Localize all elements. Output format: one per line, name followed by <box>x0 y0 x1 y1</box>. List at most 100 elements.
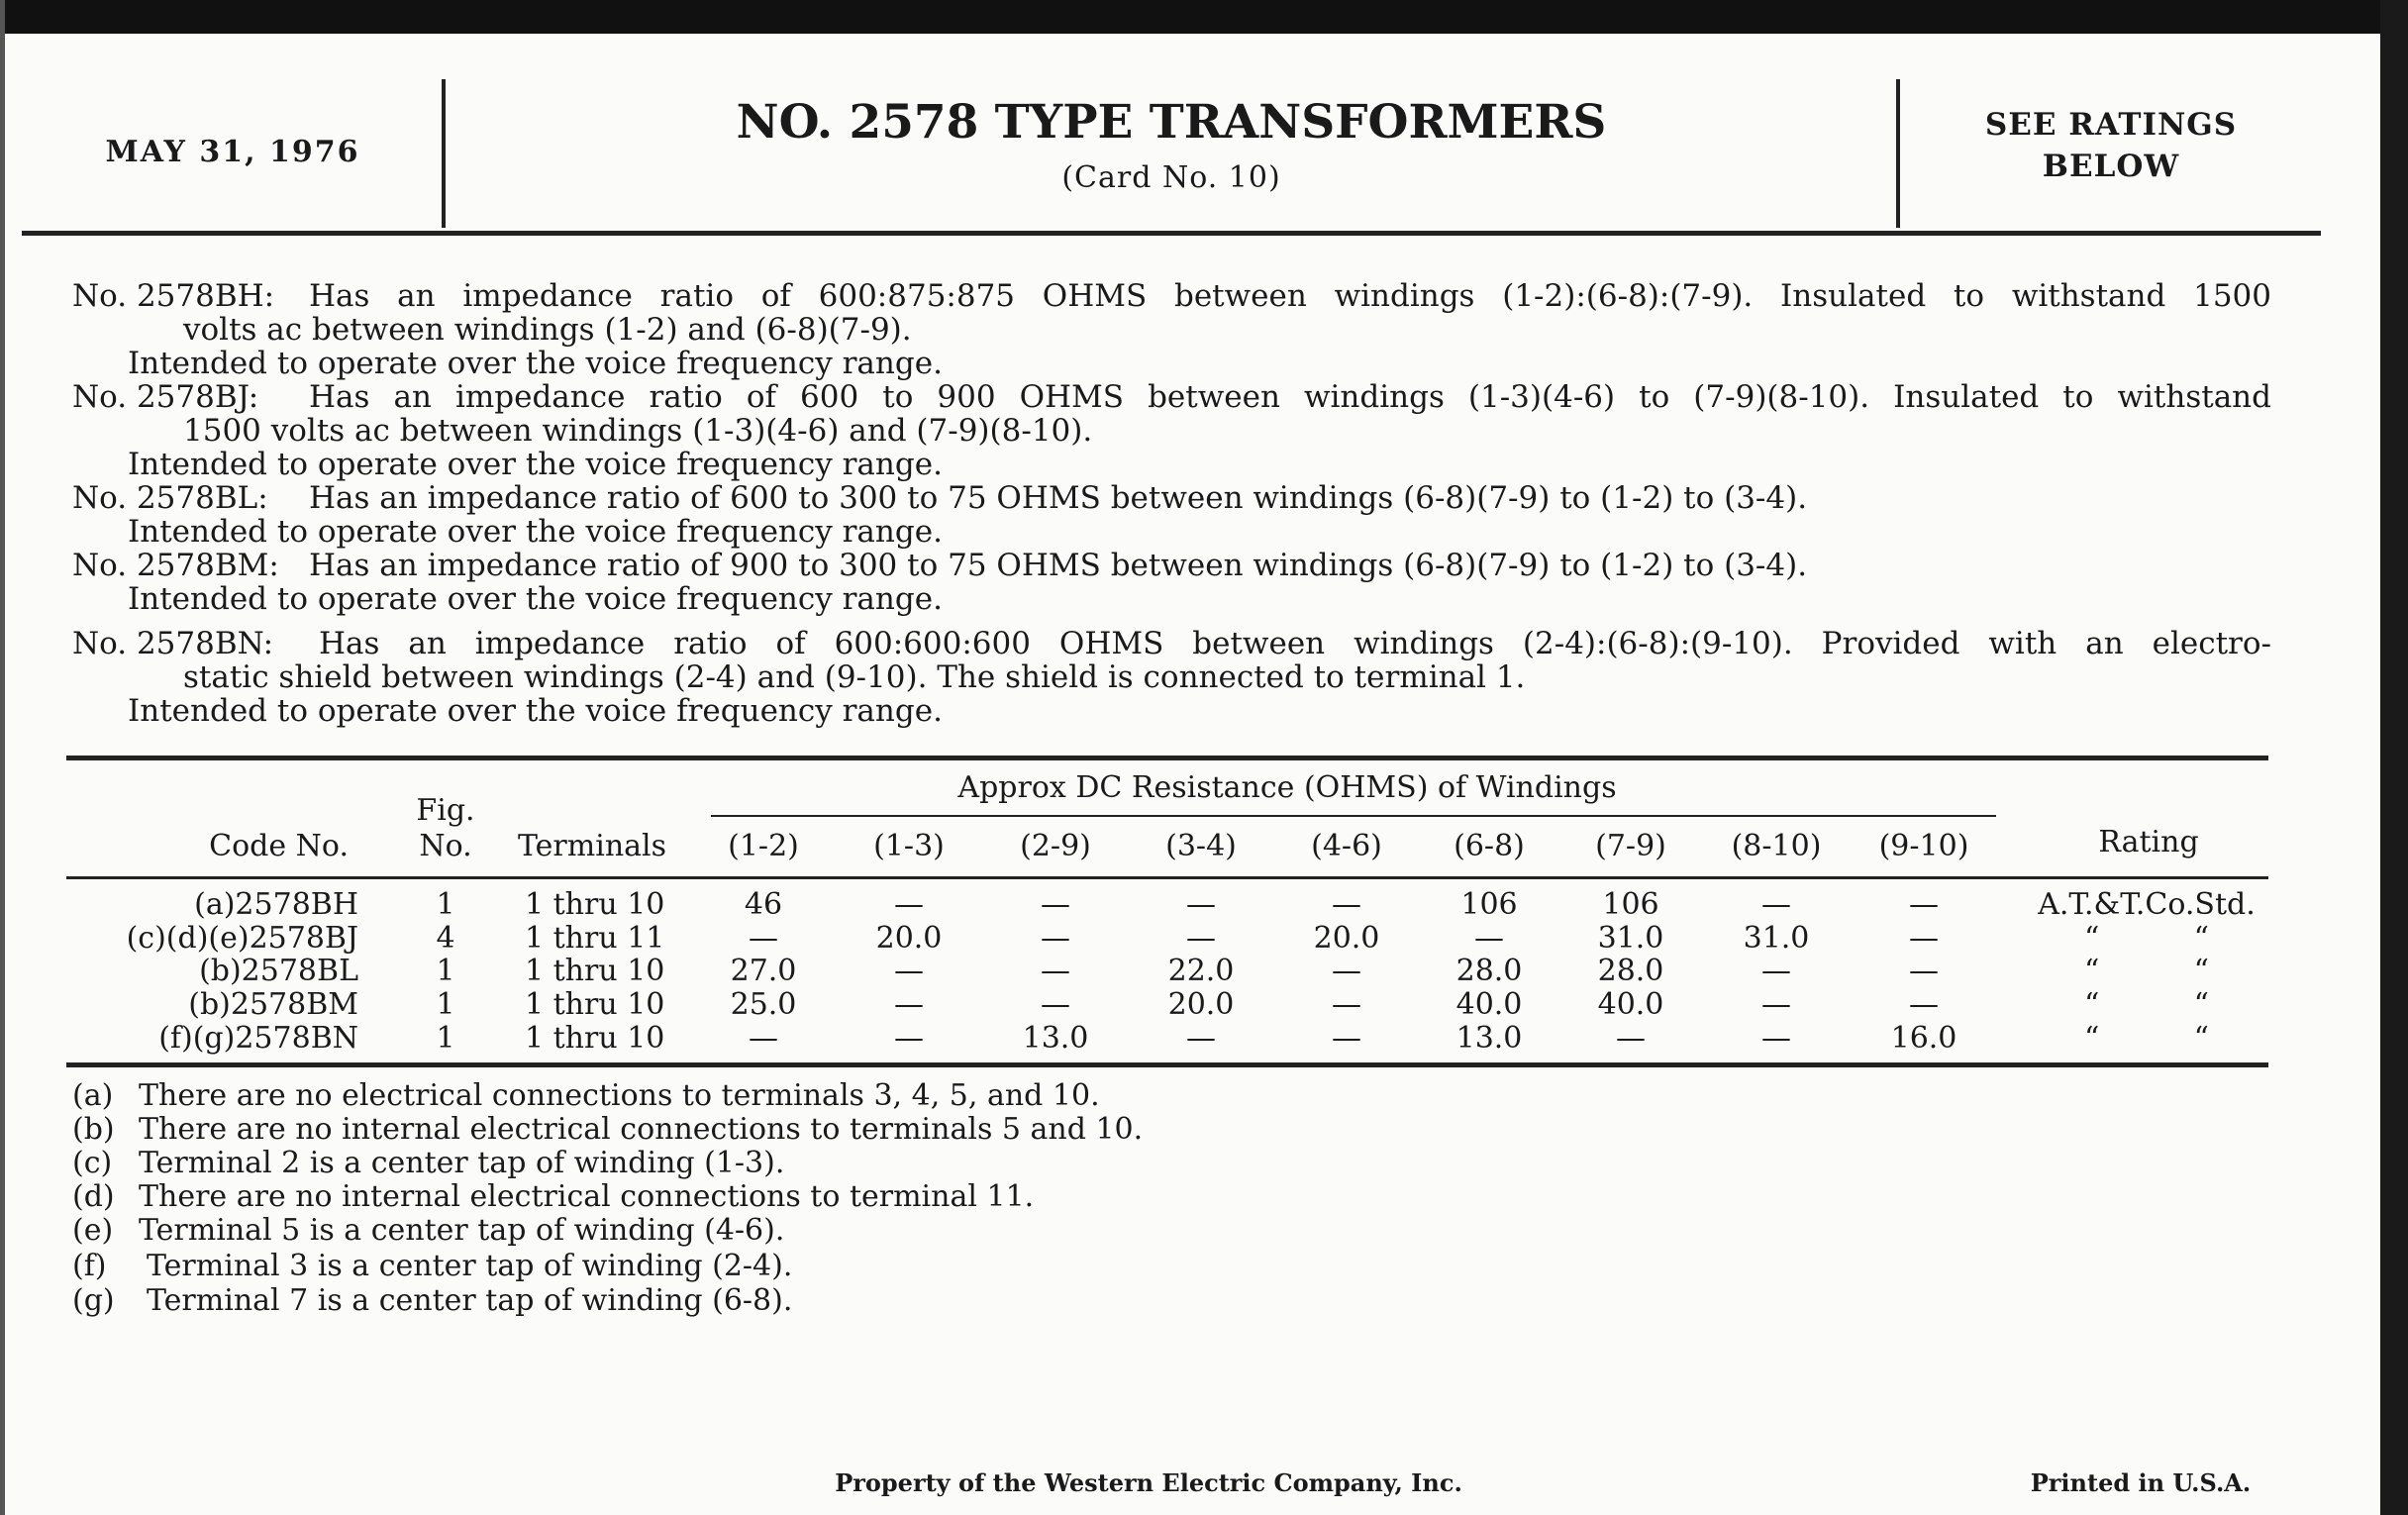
ratings-note-line2: BELOW <box>2042 149 2180 184</box>
footer-printed: Printed in U.S.A. <box>2030 1468 2252 1497</box>
description-line: volts ac between windings (1-2) and (6-8… <box>183 312 912 348</box>
footnote-label: (d) <box>72 1179 115 1214</box>
header-winding: (7-9) <box>1595 829 1666 863</box>
card-subtitle: (Card No. 10) <box>1061 160 1281 195</box>
row-resistance: — <box>749 1021 778 1056</box>
row-resistance: 20.0 <box>1167 987 1235 1022</box>
footnote-text: Terminal 7 is a center tap of winding (6… <box>147 1283 793 1318</box>
header-winding: (3-4) <box>1165 829 1237 863</box>
header-rating: Rating <box>2098 825 2199 859</box>
footnote-text: Terminal 2 is a center tap of winding (1… <box>139 1146 785 1180</box>
card-date: MAY 31, 1976 <box>105 135 360 169</box>
description-line: Has an impedance ratio of 900 to 300 to … <box>309 548 1808 583</box>
description-line: 1500 volts ac between windings (1-3)(4-6… <box>183 413 1093 449</box>
table-header-rule <box>66 876 2268 879</box>
description-usage-line: Intended to operate over the voice frequ… <box>128 447 943 482</box>
header-winding: (8-10) <box>1731 829 1822 863</box>
row-resistance: — <box>1761 954 1791 988</box>
row-terminals: 1 thru 11 <box>525 921 665 956</box>
row-resistance: 31.0 <box>1743 921 1810 956</box>
description-usage-line: Intended to operate over the voice frequ… <box>128 581 943 617</box>
group-header: Approx DC Resistance (OHMS) of Windings <box>957 770 1617 805</box>
row-resistance: — <box>1332 1021 1361 1056</box>
row-resistance: — <box>1616 1021 1646 1056</box>
row-resistance: 31.0 <box>1597 921 1664 956</box>
description-usage-line: Intended to operate over the voice frequ… <box>128 346 943 381</box>
row-resistance: — <box>1909 921 1939 956</box>
table-top-rule <box>66 756 2268 760</box>
header-winding: (2-9) <box>1020 829 1091 863</box>
footnote-label: (c) <box>72 1146 113 1180</box>
row-resistance: — <box>1041 954 1070 988</box>
row-rating: A.T.&T.Co.Std. <box>2038 887 2256 922</box>
scan-edge-left <box>0 0 5 1515</box>
header-terminals: Terminals <box>518 829 667 863</box>
footnote-label: (g) <box>72 1283 115 1318</box>
header-divider-right <box>1896 79 1900 228</box>
description-code: No. 2578BM: <box>72 548 279 583</box>
row-resistance: — <box>894 1021 924 1056</box>
row-resistance: 46 <box>744 887 783 922</box>
row-resistance: 28.0 <box>1597 954 1664 988</box>
description-usage-line: Intended to operate over the voice frequ… <box>128 693 943 729</box>
row-rating: “ “ <box>2083 921 2210 956</box>
row-rating: “ “ <box>2083 1021 2210 1056</box>
scan-edge-right <box>2380 0 2408 1515</box>
row-terminals: 1 thru 10 <box>525 954 665 988</box>
row-resistance: — <box>1474 921 1504 956</box>
footnote-text: There are no internal electrical connect… <box>139 1112 1144 1147</box>
row-resistance: 16.0 <box>1890 1021 1957 1056</box>
description-code: No. 2578BL: <box>72 480 268 516</box>
row-resistance: — <box>894 954 924 988</box>
ratings-note-line1: SEE RATINGS <box>1984 107 2238 143</box>
description-line: static shield between windings (2-4) and… <box>183 659 1526 695</box>
row-resistance: — <box>894 987 924 1022</box>
footnote-text: Terminal 5 is a center tap of winding (4… <box>139 1213 785 1248</box>
row-resistance: 106 <box>1602 887 1659 922</box>
row-fig: 1 <box>436 954 455 988</box>
description-line: Has an impedance ratio of 600 to 900 OHM… <box>309 379 2271 415</box>
row-resistance: 13.0 <box>1022 1021 1089 1056</box>
description-code: No. 2578BJ: <box>72 379 259 415</box>
row-code: (c)(d)(e)2578BJ <box>126 921 358 956</box>
footnote-label: (a) <box>72 1078 114 1113</box>
header-fig-no: No. <box>419 829 472 863</box>
row-fig: 1 <box>436 887 455 922</box>
description-code: No. 2578BH: <box>72 278 275 314</box>
group-header-underline <box>711 815 1996 817</box>
row-resistance: 40.0 <box>1597 987 1664 1022</box>
description-code: No. 2578BN: <box>72 626 274 661</box>
row-terminals: 1 thru 10 <box>525 887 665 922</box>
card-title: NO. 2578 TYPE TRANSFORMERS <box>736 95 1607 150</box>
header-divider-left <box>442 79 446 228</box>
footer-property: Property of the Western Electric Company… <box>835 1468 1462 1497</box>
row-code: (b)2578BM <box>188 987 358 1022</box>
row-resistance: 22.0 <box>1167 954 1235 988</box>
row-resistance: 13.0 <box>1455 1021 1523 1056</box>
header-winding: (1-2) <box>728 829 799 863</box>
row-fig: 1 <box>436 1021 455 1056</box>
row-resistance: — <box>1332 887 1361 922</box>
row-resistance: — <box>1761 1021 1791 1056</box>
row-code: (b)2578BL <box>199 954 358 988</box>
row-resistance: 40.0 <box>1455 987 1523 1022</box>
row-terminals: 1 thru 10 <box>525 987 665 1022</box>
row-resistance: — <box>1909 987 1939 1022</box>
row-terminals: 1 thru 10 <box>525 1021 665 1056</box>
description-line: Has an impedance ratio of 600:600:600 OH… <box>319 626 2271 661</box>
row-fig: 1 <box>436 987 455 1022</box>
footnote-text: There are no internal electrical connect… <box>139 1179 1035 1214</box>
row-resistance: 25.0 <box>730 987 797 1022</box>
row-resistance: — <box>1041 887 1070 922</box>
row-resistance: 28.0 <box>1455 954 1523 988</box>
row-resistance: — <box>1186 887 1216 922</box>
footnote-label: (b) <box>72 1112 115 1147</box>
row-resistance: — <box>1186 1021 1216 1056</box>
description-line: Has an impedance ratio of 600 to 300 to … <box>309 480 1808 516</box>
row-resistance: — <box>1186 921 1216 956</box>
table-bottom-rule <box>66 1062 2268 1067</box>
row-resistance: — <box>1761 887 1791 922</box>
row-code: (f)(g)2578BN <box>158 1021 358 1056</box>
scan-edge-top <box>0 0 2408 34</box>
row-resistance: — <box>894 887 924 922</box>
